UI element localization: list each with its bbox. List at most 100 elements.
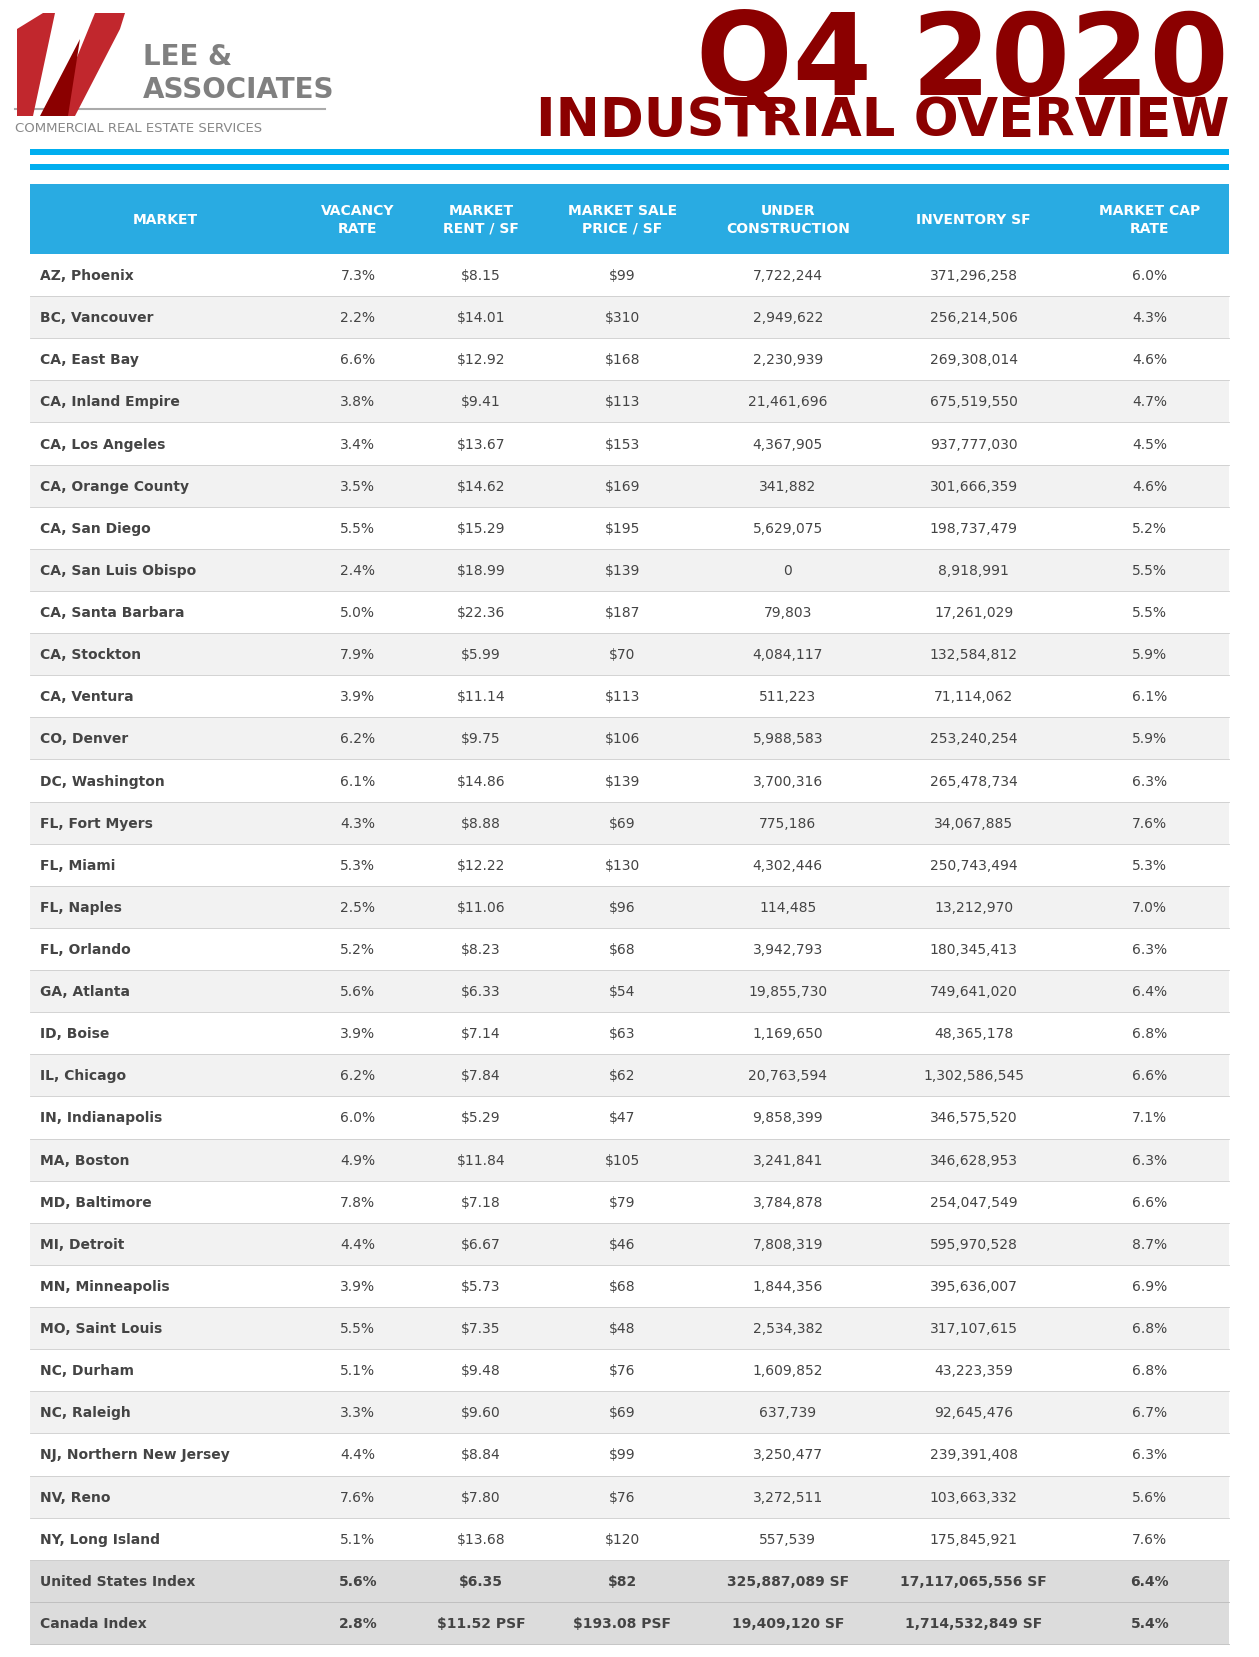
Text: 6.3%: 6.3%: [1132, 1153, 1167, 1167]
Text: 1,844,356: 1,844,356: [753, 1279, 823, 1292]
Text: 1,609,852: 1,609,852: [753, 1364, 823, 1377]
Bar: [30, 1012, 1229, 1054]
Text: 4.7%: 4.7%: [1132, 394, 1167, 409]
Text: $130: $130: [604, 858, 640, 872]
Text: 1,714,532,849 SF: 1,714,532,849 SF: [905, 1616, 1042, 1630]
Text: CO, Denver: CO, Denver: [40, 732, 128, 746]
Text: $6.67: $6.67: [461, 1238, 501, 1251]
Text: 6.6%: 6.6%: [1132, 1195, 1167, 1210]
Bar: [30, 166, 1229, 171]
Text: 371,296,258: 371,296,258: [929, 268, 1017, 283]
Bar: [30, 423, 1229, 466]
Text: $7.84: $7.84: [461, 1069, 501, 1082]
Text: 5.6%: 5.6%: [340, 984, 375, 999]
Text: 937,777,030: 937,777,030: [930, 437, 1017, 451]
Text: CA, Inland Empire: CA, Inland Empire: [40, 394, 180, 409]
Bar: [30, 1266, 1229, 1307]
Text: $195: $195: [604, 522, 640, 535]
Text: 4.4%: 4.4%: [340, 1238, 375, 1251]
Text: 5.6%: 5.6%: [339, 1574, 378, 1587]
Text: 3.8%: 3.8%: [340, 394, 375, 409]
Text: 3,700,316: 3,700,316: [753, 774, 823, 789]
Text: $9.41: $9.41: [461, 394, 501, 409]
Text: $13.68: $13.68: [457, 1531, 505, 1546]
Text: 1,302,586,545: 1,302,586,545: [923, 1069, 1024, 1082]
Text: 2.2%: 2.2%: [340, 312, 375, 325]
Text: 7.0%: 7.0%: [1132, 900, 1167, 915]
Text: 3.9%: 3.9%: [340, 689, 375, 704]
Text: 5.9%: 5.9%: [1132, 648, 1167, 661]
Text: 5.3%: 5.3%: [340, 858, 375, 872]
Text: 3.3%: 3.3%: [340, 1405, 375, 1420]
Text: $106: $106: [604, 732, 640, 746]
Text: 6.6%: 6.6%: [340, 353, 375, 368]
Text: 6.0%: 6.0%: [1132, 268, 1167, 283]
Text: NV, Reno: NV, Reno: [40, 1490, 111, 1503]
Text: $46: $46: [609, 1238, 636, 1251]
Bar: [30, 186, 1229, 255]
Text: CA, San Luis Obispo: CA, San Luis Obispo: [40, 563, 196, 578]
Text: 6.8%: 6.8%: [1132, 1364, 1167, 1377]
Bar: [30, 633, 1229, 676]
Text: ASSOCIATES: ASSOCIATES: [144, 76, 335, 104]
Text: NC, Raleigh: NC, Raleigh: [40, 1405, 131, 1420]
Text: 17,117,065,556 SF: 17,117,065,556 SF: [900, 1574, 1047, 1587]
Text: 7.6%: 7.6%: [340, 1490, 375, 1503]
Text: 13,212,970: 13,212,970: [934, 900, 1013, 915]
Text: $48: $48: [609, 1321, 636, 1336]
Text: 6.0%: 6.0%: [340, 1110, 375, 1125]
Bar: [30, 1349, 1229, 1392]
Bar: [30, 381, 1229, 423]
Text: $76: $76: [609, 1490, 636, 1503]
Text: 775,186: 775,186: [759, 817, 816, 830]
Text: $113: $113: [604, 394, 640, 409]
Text: 5.6%: 5.6%: [1132, 1490, 1167, 1503]
Text: 2.5%: 2.5%: [340, 900, 375, 915]
Text: CA, East Bay: CA, East Bay: [40, 353, 138, 368]
Text: 256,214,506: 256,214,506: [929, 312, 1017, 325]
Text: 9,858,399: 9,858,399: [753, 1110, 823, 1125]
Text: 5.2%: 5.2%: [1132, 522, 1167, 535]
Text: 6.8%: 6.8%: [1132, 1027, 1167, 1041]
Text: 19,409,120 SF: 19,409,120 SF: [731, 1616, 844, 1630]
Text: 8.7%: 8.7%: [1132, 1238, 1167, 1251]
Text: 5.0%: 5.0%: [340, 606, 375, 620]
Text: 6.1%: 6.1%: [1132, 689, 1167, 704]
Text: $68: $68: [609, 943, 636, 956]
Text: VACANCY
RATE: VACANCY RATE: [321, 204, 394, 235]
Text: United States Index: United States Index: [40, 1574, 195, 1587]
Text: 1,169,650: 1,169,650: [753, 1027, 823, 1041]
Text: 269,308,014: 269,308,014: [929, 353, 1017, 368]
Text: 2,949,622: 2,949,622: [753, 312, 823, 325]
Text: $68: $68: [609, 1279, 636, 1292]
Text: Q4 2020: Q4 2020: [696, 8, 1229, 119]
Text: IN, Indianapolis: IN, Indianapolis: [40, 1110, 162, 1125]
Text: 3.9%: 3.9%: [340, 1027, 375, 1041]
Text: MARKET
RENT / SF: MARKET RENT / SF: [443, 204, 519, 235]
Text: 6.3%: 6.3%: [1132, 943, 1167, 956]
Text: CA, Ventura: CA, Ventura: [40, 689, 133, 704]
Text: 2,534,382: 2,534,382: [753, 1321, 823, 1336]
Text: DC, Washington: DC, Washington: [40, 774, 165, 789]
Text: 43,223,359: 43,223,359: [934, 1364, 1013, 1377]
Text: $12.92: $12.92: [457, 353, 505, 368]
Text: $139: $139: [604, 774, 640, 789]
Text: 0: 0: [783, 563, 792, 578]
Text: $139: $139: [604, 563, 640, 578]
Text: $12.22: $12.22: [457, 858, 505, 872]
Text: $15.29: $15.29: [457, 522, 505, 535]
Bar: [30, 1433, 1229, 1476]
Bar: [30, 507, 1229, 550]
Text: 8,918,991: 8,918,991: [938, 563, 1008, 578]
Text: $310: $310: [604, 312, 640, 325]
Text: $14.86: $14.86: [457, 774, 505, 789]
Text: $169: $169: [604, 479, 640, 494]
Text: $7.14: $7.14: [461, 1027, 501, 1041]
Bar: [30, 1307, 1229, 1349]
Text: MARKET: MARKET: [132, 212, 198, 227]
Text: $99: $99: [609, 268, 636, 283]
Text: $7.18: $7.18: [461, 1195, 501, 1210]
Text: $11.84: $11.84: [457, 1153, 505, 1167]
Text: 7,808,319: 7,808,319: [753, 1238, 823, 1251]
Text: 5.1%: 5.1%: [340, 1531, 375, 1546]
